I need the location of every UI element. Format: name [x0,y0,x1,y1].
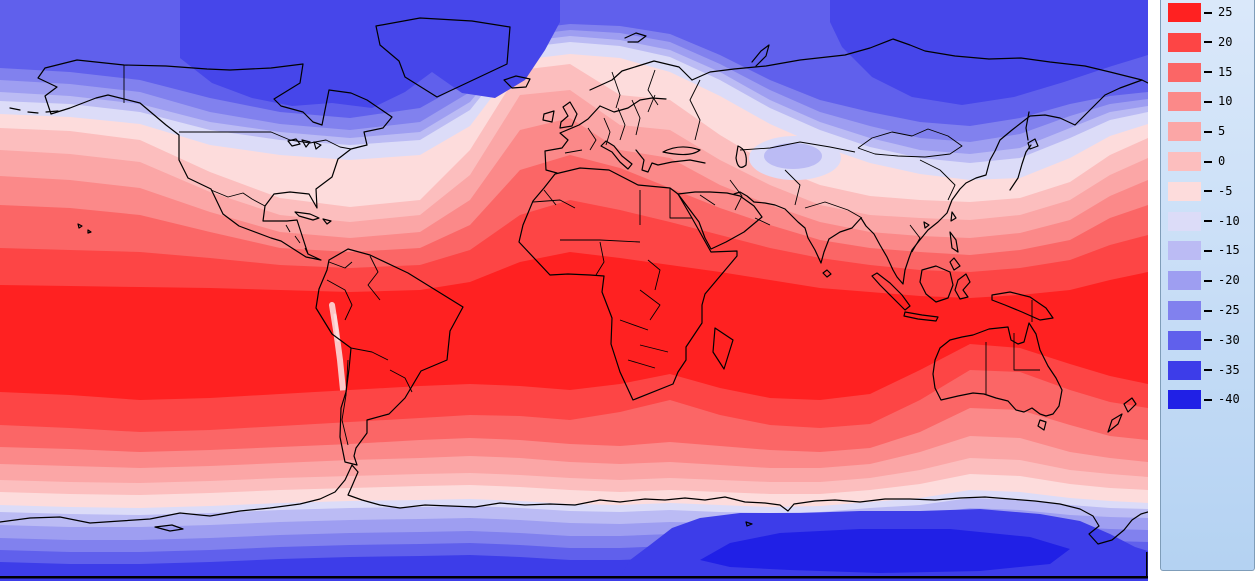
legend-tick [1204,160,1212,163]
legend-tick [1204,398,1212,401]
map-right-border-corner [1146,552,1148,578]
legend-tick [1204,71,1212,74]
legend-tick [1204,339,1212,342]
legend-color-swatch [1168,32,1201,52]
legend-value-label: -40 [1218,392,1240,407]
legend-tick [1204,130,1212,133]
legend-item: -40 [1168,390,1240,410]
legend-color-swatch [1168,360,1201,380]
legend-item: 10 [1168,92,1233,112]
legend-color-swatch [1168,241,1201,261]
legend-item: -20 [1168,271,1240,291]
legend-color-swatch [1168,181,1201,201]
legend-value-label: -10 [1218,213,1240,228]
legend-item: 0 [1168,152,1225,171]
legend-color-swatch [1168,301,1201,320]
legend-color-swatch [1168,92,1201,112]
legend-value-label: 20 [1218,34,1233,49]
legend-item: -25 [1168,301,1240,320]
legend-color-swatch [1168,390,1201,410]
legend-tick [1204,100,1212,103]
legend-color-swatch [1168,3,1201,22]
map-bottom-border [0,576,1148,579]
legend-color-swatch [1168,271,1201,291]
legend-item: -30 [1168,330,1240,350]
legend-value-label: 5 [1218,124,1226,139]
legend-item: -35 [1168,360,1240,380]
legend-value-label: -35 [1218,362,1240,377]
legend-color-swatch [1168,330,1201,350]
legend-value-label: -15 [1218,243,1240,258]
legend-tick [1204,279,1212,282]
legend-value-label: -20 [1218,273,1240,288]
legend-item: 15 [1168,62,1233,82]
legend-color-swatch [1168,122,1201,142]
legend-item: -15 [1168,241,1240,261]
legend-tick [1204,190,1212,193]
legend-value-label: 10 [1218,94,1233,109]
country-borders [123,65,1040,446]
legend-item: 20 [1168,32,1233,52]
legend-value-label: 0 [1218,154,1226,168]
legend-panel: 25 20 15 10 5 0 -5 -10 -15 -20 -25 -30 -… [1160,0,1255,571]
legend-tick [1204,369,1212,372]
temperature-map-svg [0,0,1148,581]
world-temperature-map [0,0,1148,581]
legend-item: 5 [1168,122,1226,142]
legend-tick [1204,249,1212,252]
legend-tick [1204,220,1212,223]
legend-tick [1204,11,1212,14]
legend-color-swatch [1168,152,1201,171]
legend-value-label: -30 [1218,332,1240,347]
legend-tick [1204,309,1212,312]
legend-value-label: -25 [1218,303,1240,317]
legend-color-swatch [1168,62,1201,82]
legend-item: 25 [1168,3,1232,22]
legend-color-swatch [1168,211,1201,231]
legend-item: -10 [1168,211,1240,231]
legend-value-label: 25 [1218,5,1233,19]
legend-value-label: -5 [1218,183,1233,198]
coastlines [0,17,1148,545]
legend-item: -5 [1168,181,1233,201]
legend-value-label: 15 [1218,64,1233,79]
legend-tick [1204,41,1212,44]
